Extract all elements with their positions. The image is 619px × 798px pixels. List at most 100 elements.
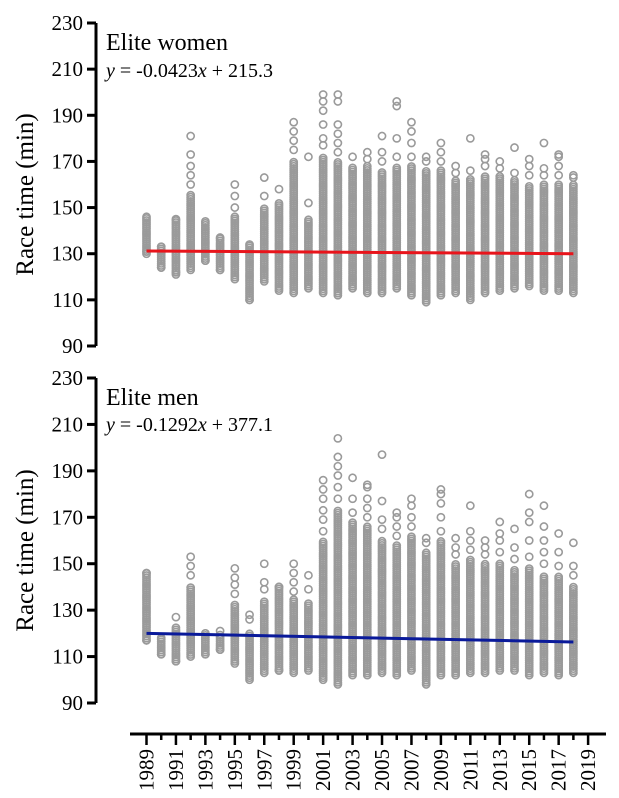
data-point	[333, 494, 343, 504]
year-column-1993	[200, 217, 210, 266]
data-point	[465, 133, 475, 143]
data-point	[304, 599, 313, 609]
data-point	[495, 517, 505, 527]
data-point	[245, 629, 254, 639]
data-point	[568, 582, 578, 592]
data-point	[480, 550, 490, 559]
data-point	[510, 554, 519, 564]
data-point	[245, 295, 254, 305]
data-point	[348, 152, 357, 162]
data-point	[377, 524, 387, 534]
y-tick-label: 90	[62, 334, 83, 358]
year-column-1994	[215, 233, 225, 275]
data-point	[259, 597, 269, 607]
data-point	[392, 133, 402, 143]
data-point	[186, 552, 196, 562]
data-point	[171, 214, 181, 224]
data-point	[524, 181, 534, 191]
year-column-2002	[333, 433, 343, 689]
data-point	[524, 564, 534, 573]
x-tick-label: 2013	[488, 749, 512, 791]
year-column-2011	[465, 133, 475, 305]
data-point	[539, 572, 549, 582]
data-point	[333, 433, 343, 443]
x-tick-label: 1995	[223, 749, 247, 791]
y-tick-label: 230	[52, 11, 84, 35]
data-point	[289, 127, 299, 136]
year-column-2015	[524, 489, 534, 680]
elite-women-trend-equation: y = -0.0423x + 215.3	[104, 60, 273, 82]
data-point	[230, 180, 240, 189]
data-point	[436, 138, 446, 148]
data-point	[230, 589, 240, 599]
data-point	[289, 136, 299, 146]
data-point	[407, 501, 416, 511]
data-point	[156, 649, 166, 659]
year-column-2006	[392, 97, 402, 293]
data-point	[451, 533, 461, 543]
data-point	[186, 180, 196, 189]
data-point	[333, 482, 343, 492]
data-point	[333, 452, 343, 462]
elite-women-points	[142, 90, 578, 307]
data-point	[480, 154, 490, 164]
data-point	[318, 526, 328, 536]
data-point	[377, 157, 387, 166]
data-point	[436, 147, 446, 157]
y-tick-label: 190	[52, 459, 84, 483]
data-point	[318, 153, 328, 163]
data-point	[362, 494, 372, 504]
data-point	[465, 536, 475, 545]
data-point	[392, 508, 402, 518]
x-tick-label: 2005	[370, 749, 394, 791]
data-point	[142, 568, 151, 578]
data-point	[510, 524, 519, 534]
data-point	[407, 127, 416, 136]
data-point	[186, 131, 196, 141]
data-point	[274, 582, 284, 592]
year-column-2001	[318, 475, 328, 685]
data-point	[186, 583, 196, 593]
year-column-1993	[200, 628, 210, 659]
x-axis: 1989 1991 1993 1995 1997 1999 2001 2003 2005 2007…	[130, 732, 606, 791]
year-column-1999	[289, 117, 299, 298]
data-point	[362, 512, 372, 522]
year-column-2007	[407, 494, 416, 675]
data-point	[436, 485, 446, 494]
data-point	[495, 163, 505, 173]
year-column-1997	[259, 173, 269, 286]
year-column-1996	[245, 610, 254, 685]
data-point	[318, 106, 328, 116]
data-point	[554, 572, 564, 582]
x-tick-label: 2003	[341, 749, 365, 791]
data-point	[421, 166, 431, 176]
year-column-2012	[480, 150, 490, 298]
data-point	[186, 190, 196, 200]
data-point	[318, 494, 328, 504]
data-point	[495, 157, 505, 166]
data-point	[259, 204, 269, 214]
y-tick-label: 210	[52, 412, 84, 436]
data-point	[524, 170, 534, 180]
data-point	[495, 536, 505, 545]
data-point	[215, 265, 225, 275]
data-point	[421, 538, 431, 548]
data-point	[171, 656, 181, 666]
data-point	[495, 172, 505, 181]
y-tick-label: 110	[52, 288, 83, 312]
data-point	[480, 150, 490, 159]
data-point	[539, 138, 549, 148]
year-column-2008	[421, 152, 431, 307]
data-point	[245, 615, 254, 624]
data-point	[230, 580, 240, 590]
data-point	[259, 173, 269, 182]
data-point	[289, 568, 299, 578]
year-column-2016	[539, 501, 549, 678]
data-point	[348, 473, 357, 483]
data-point	[407, 152, 416, 162]
year-column-1989	[142, 568, 151, 645]
y-tick-label: 170	[52, 505, 84, 529]
data-point	[539, 522, 549, 531]
data-point	[480, 543, 490, 552]
year-column-2011	[465, 501, 475, 678]
